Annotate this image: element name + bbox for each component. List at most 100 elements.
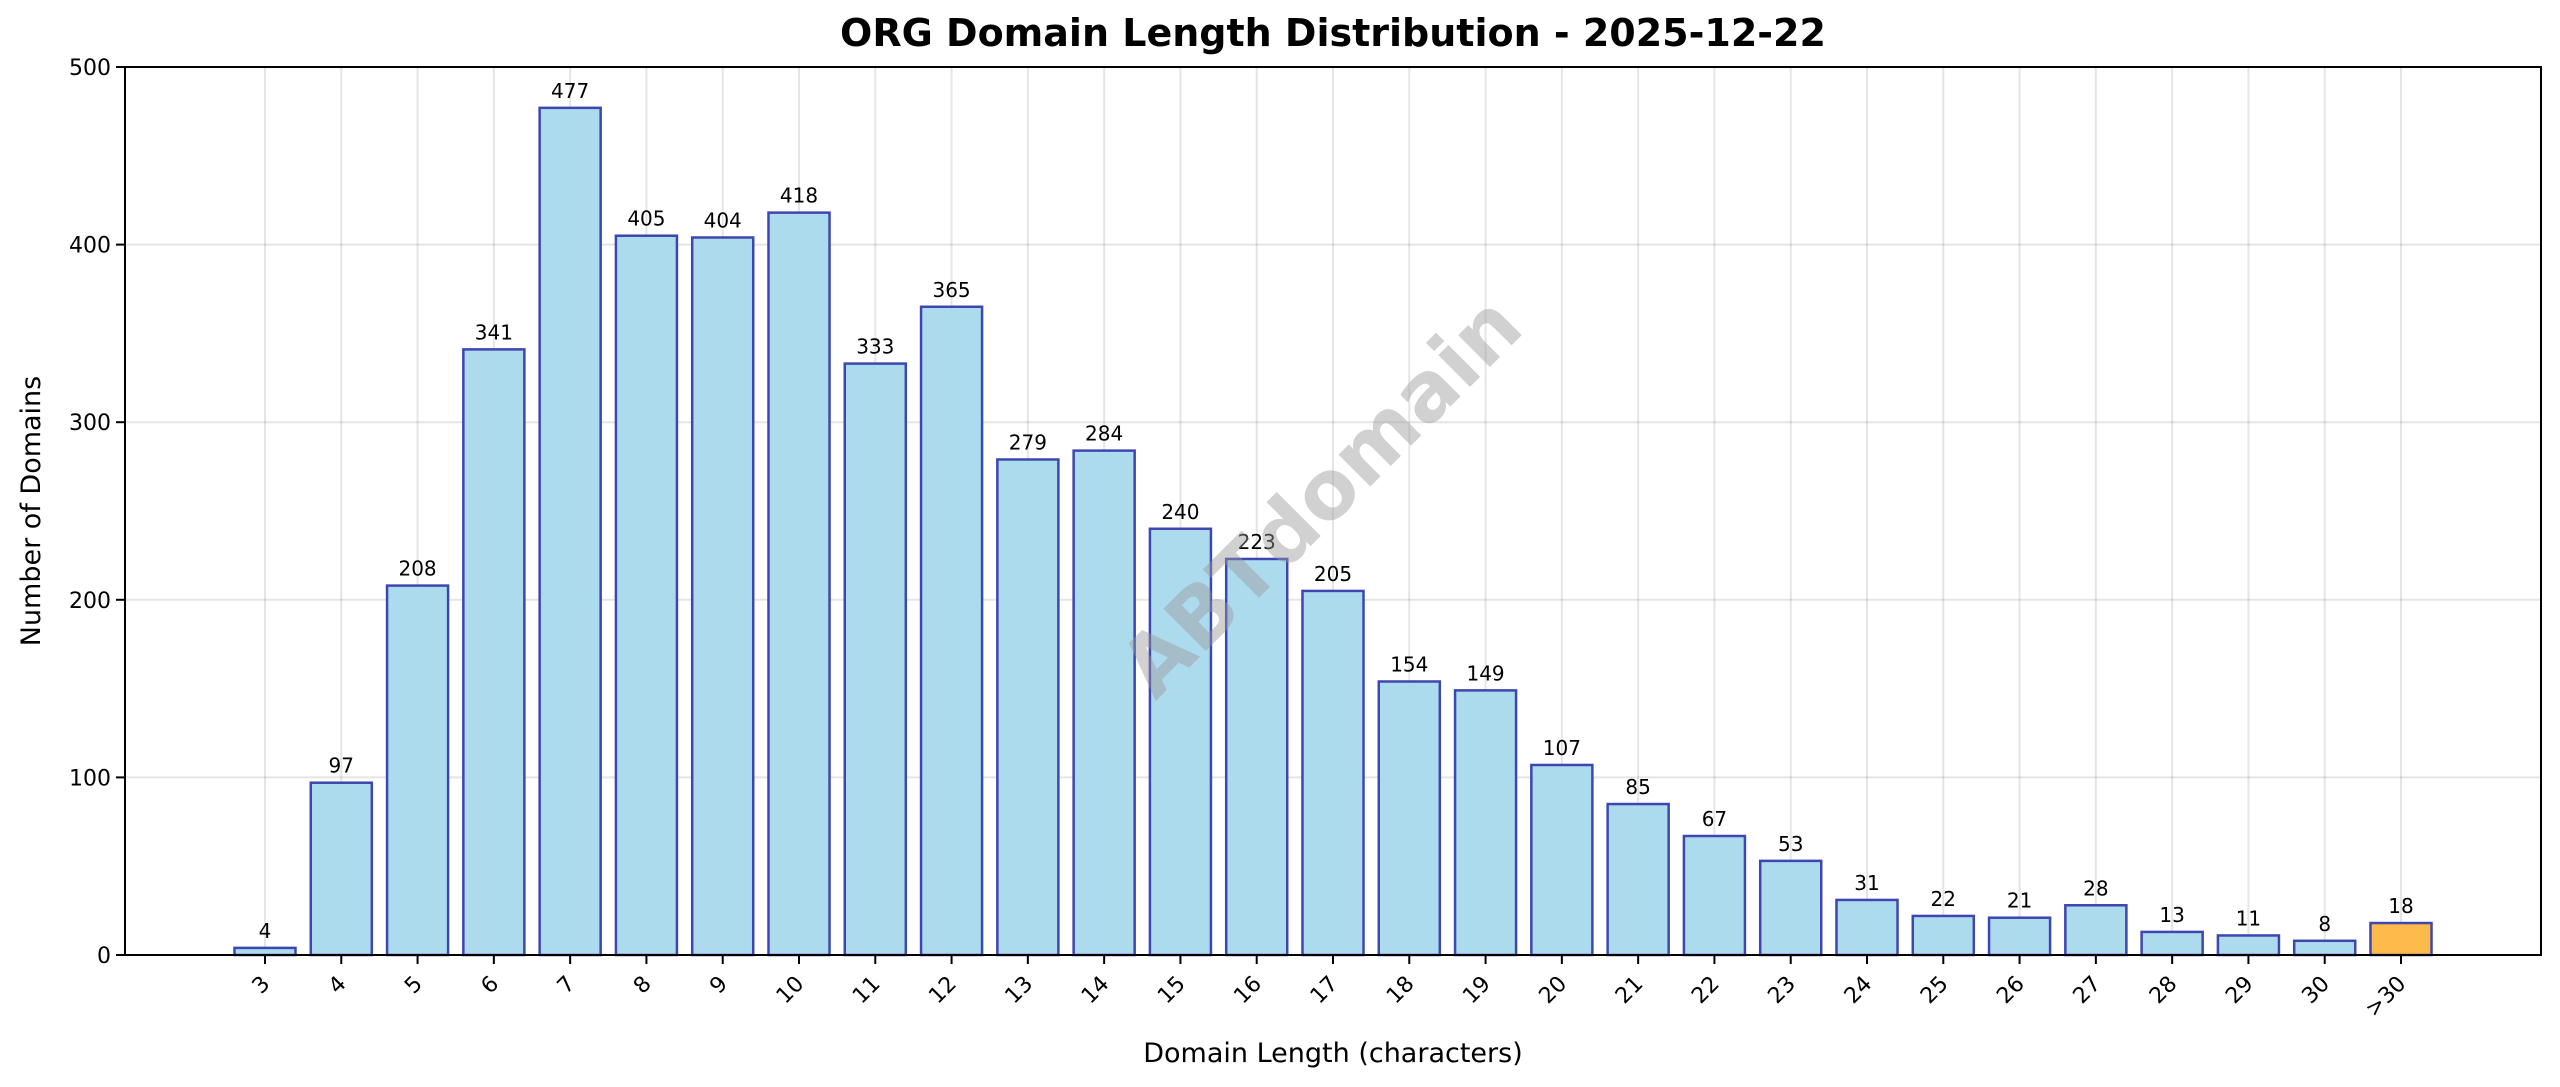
x-tick-label: 9 [705,972,733,1000]
y-axis-label: Number of Domains [16,376,47,647]
x-tick-label: 29 [2221,972,2258,1009]
x-tick-label: 16 [1229,972,1266,1009]
x-tick-label: 5 [400,972,428,1000]
x-tick-label: 20 [1535,972,1572,1009]
bar-27 [2064,904,2128,957]
x-tick-label: 17 [1306,972,1343,1009]
bar-14 [1072,449,1136,957]
x-tick-label: 4 [324,972,352,1000]
bar-value-label: 223 [1238,530,1276,554]
chart-title: ORG Domain Length Distribution - 2025-12… [840,11,1826,55]
bar-value-label: 240 [1161,500,1199,524]
x-tick-label: 14 [1077,972,1114,1009]
bar-value-label: 97 [329,754,354,778]
bar-17 [1301,589,1365,957]
y-tick-label: 200 [69,589,111,614]
bar-value-label: 4 [259,919,272,943]
x-tick-label: 19 [1458,972,1495,1009]
bar-value-label: 149 [1466,661,1504,685]
bar-16 [1224,557,1289,957]
x-tick-label: 15 [1153,972,1190,1009]
x-tick-label: 27 [2069,972,2106,1009]
bar-7 [538,106,602,957]
bar->30 [2369,921,2433,957]
bar-3 [233,946,297,957]
bar-value-label: 53 [1778,832,1803,856]
bars [233,106,2433,957]
bar-19 [1453,689,1518,957]
bar-8 [614,234,679,957]
bar-value-label: 21 [2007,889,2032,913]
bar-26 [1987,916,2052,957]
bar-30 [2292,939,2357,957]
bar-value-label: 154 [1390,652,1428,676]
y-tick-label: 500 [69,56,111,81]
bar-value-label: 405 [627,207,665,231]
x-tick-label: 11 [848,972,885,1009]
bar-value-label: 333 [856,335,894,359]
bar-20 [1530,763,1594,957]
bar-value-label: 67 [1702,807,1727,831]
bar-23 [1758,859,1823,957]
bar-value-label: 107 [1543,736,1581,760]
x-tick-label: 8 [629,972,657,1000]
bar-value-label: 365 [932,278,970,302]
bar-value-label: 85 [1625,775,1650,799]
bar-value-label: 477 [551,79,589,103]
x-tick-label: 24 [1840,972,1877,1009]
x-tick-label: 12 [924,972,961,1009]
x-tick-label: 28 [2145,972,2182,1009]
x-tick-label: 26 [1992,972,2029,1009]
bar-value-label: 205 [1314,562,1352,586]
bar-15 [1148,527,1213,957]
bar-value-label: 404 [704,208,742,232]
y-tick-label: 0 [97,944,111,969]
bar-21 [1606,802,1670,957]
bar-18 [1377,680,1442,957]
x-tick-label: 13 [1001,972,1038,1009]
bar-25 [1911,914,1976,957]
bar-value-label: 31 [1854,871,1879,895]
x-tick-label: 22 [1687,972,1724,1009]
bar-24 [1835,898,1899,957]
bar-5 [385,584,450,957]
bar-11 [843,362,908,957]
bar-6 [462,348,526,957]
bar-value-label: 18 [2388,894,2413,918]
x-tick-label: 23 [1763,972,1800,1009]
bar-28 [2140,930,2204,957]
bar-10 [767,211,831,957]
bar-value-label: 28 [2083,876,2108,900]
y-tick-label: 300 [69,411,111,436]
x-tick-label: >30 [2361,972,2412,1023]
bar-labels: 4 97 208 341 477 405 404 418 333 365 279 284 240 223 2… [259,79,2414,943]
bar-value-label: 13 [2159,903,2184,927]
y-axis: 0 100 200 300 400 500 [69,56,125,969]
bar-4 [309,781,374,957]
x-axis: 3 4 5 6 7 8 9 10 11 12 13 14 15 16 17 18 19 20 21 22 23 24 25 2… [248,955,2412,1023]
bar-value-label: 11 [2236,906,2261,930]
bar-value-label: 22 [1931,887,1956,911]
bar-value-label: 341 [475,320,513,344]
bar-value-label: 279 [1009,430,1047,454]
bar-value-label: 208 [398,557,436,581]
x-tick-label: 10 [772,972,809,1009]
y-tick-label: 400 [69,234,111,259]
bar-value-label: 284 [1085,422,1123,446]
bar-9 [690,236,755,957]
bar-value-label: 418 [780,184,818,208]
x-tick-label: 30 [2297,972,2334,1009]
x-tick-label: 3 [248,972,276,1000]
x-tick-label: 7 [553,972,581,1000]
x-axis-label: Domain Length (characters) [1143,1038,1523,1069]
bar-13 [996,458,1060,957]
x-tick-label: 6 [477,972,505,1000]
bar-12 [919,305,984,957]
bar-29 [2216,934,2281,957]
y-tick-label: 100 [69,766,111,791]
x-tick-label: 25 [1916,972,1953,1009]
x-tick-label: 21 [1611,972,1648,1009]
bar-22 [1682,834,1747,957]
bar-value-label: 8 [2318,912,2331,936]
